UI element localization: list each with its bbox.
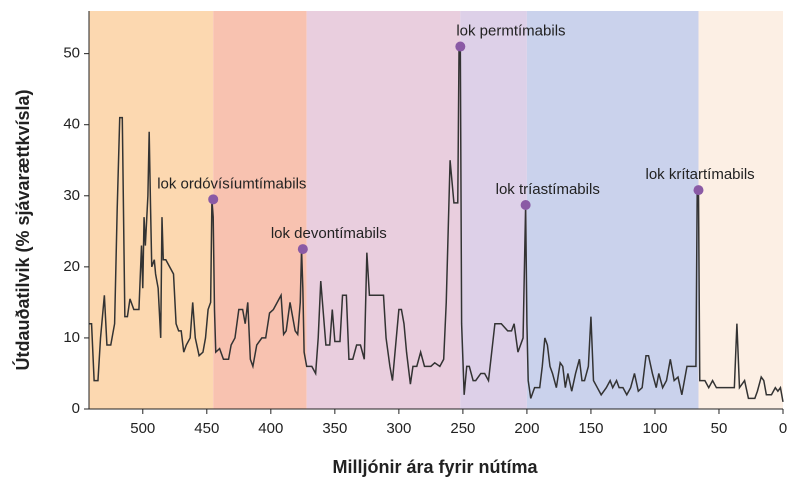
event-point: [297, 244, 308, 255]
x-tick-label: 400: [258, 420, 283, 437]
x-tick-label: 250: [450, 420, 475, 437]
y-tick-label: 50: [63, 45, 80, 62]
event-point: [208, 194, 219, 205]
period-band: [526, 11, 699, 409]
event-label: lok ordóvísíumtímabils: [157, 175, 306, 192]
x-tick-label: 350: [322, 420, 347, 437]
x-tick-label: 500: [130, 420, 155, 437]
period-band: [306, 11, 461, 409]
x-tick-label: 100: [642, 420, 667, 437]
y-axis-label: Útdauðatilvik (% sjávarættkvísla): [12, 89, 33, 370]
x-axis-label: Milljónir ára fyrir nútíma: [332, 457, 538, 477]
extinction-line: [89, 45, 784, 403]
y-tick-label: 10: [63, 329, 80, 346]
x-tick-label: 150: [578, 420, 603, 437]
event-label: lok devontímabils: [271, 225, 387, 242]
event-label: lok krítartímabils: [645, 166, 754, 183]
x-tick-label: 300: [386, 420, 411, 437]
y-tick-label: 20: [63, 258, 80, 275]
x-tick-label: 200: [514, 420, 539, 437]
event-label: lok permtímabils: [456, 23, 565, 40]
y-tick-label: 40: [63, 116, 80, 133]
event-label: lok tríastímabils: [496, 181, 600, 198]
event-point: [455, 41, 466, 52]
x-tick-label: 0: [779, 420, 787, 437]
period-band: [698, 11, 783, 409]
x-tick-label: 450: [194, 420, 219, 437]
event-point: [693, 185, 704, 196]
period-band: [213, 11, 307, 409]
y-tick-label: 30: [63, 187, 80, 204]
x-tick-label: 50: [711, 420, 728, 437]
y-tick-label: 0: [72, 400, 80, 417]
event-point: [520, 200, 531, 211]
period-band: [460, 11, 527, 409]
